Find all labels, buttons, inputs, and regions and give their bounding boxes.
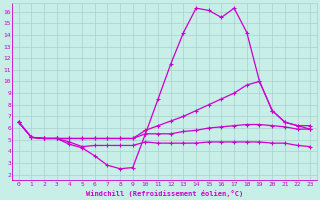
X-axis label: Windchill (Refroidissement éolien,°C): Windchill (Refroidissement éolien,°C) <box>86 190 243 197</box>
